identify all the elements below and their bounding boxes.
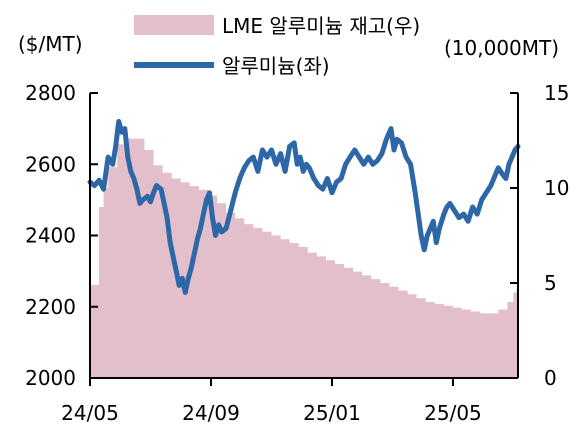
right-tick-label: 0	[544, 366, 557, 390]
left-tick-label: 2200	[25, 295, 76, 319]
axes-layer: 2800 2600 2400 2200 2000 15 10 5 0 24/05 24/09 25/0…	[25, 81, 569, 425]
x-tick-label: 24/05	[61, 401, 119, 425]
stock-area-layer	[90, 138, 518, 378]
legend-swatch-price	[134, 61, 214, 68]
left-tick-label: 2000	[25, 366, 76, 390]
left-tick-label: 2800	[25, 81, 76, 105]
left-axis-unit: ($/MT)	[18, 32, 83, 56]
right-tick-label: 5	[544, 271, 557, 295]
legend-item-price: 알루미늄(좌)	[134, 50, 330, 79]
right-axis-unit: (10,000MT)	[444, 36, 560, 60]
left-tick-label: 2400	[25, 224, 76, 248]
legend-label-stock: LME 알루미늄 재고(우)	[222, 14, 421, 38]
x-tick-label: 24/09	[182, 401, 240, 425]
x-tick-label: 25/05	[424, 401, 482, 425]
stock-area	[90, 138, 518, 378]
legend-swatch-stock	[134, 14, 214, 35]
left-tick-label: 2600	[25, 152, 76, 176]
price-line	[87, 119, 521, 295]
legend-item-stock: LME 알루미늄 재고(우)	[134, 10, 420, 39]
right-tick-label: 15	[544, 81, 569, 105]
right-tick-label: 10	[544, 176, 569, 200]
legend-label-price: 알루미늄(좌)	[222, 54, 330, 78]
x-tick-label: 25/01	[303, 401, 361, 425]
price-line-layer	[87, 119, 521, 295]
